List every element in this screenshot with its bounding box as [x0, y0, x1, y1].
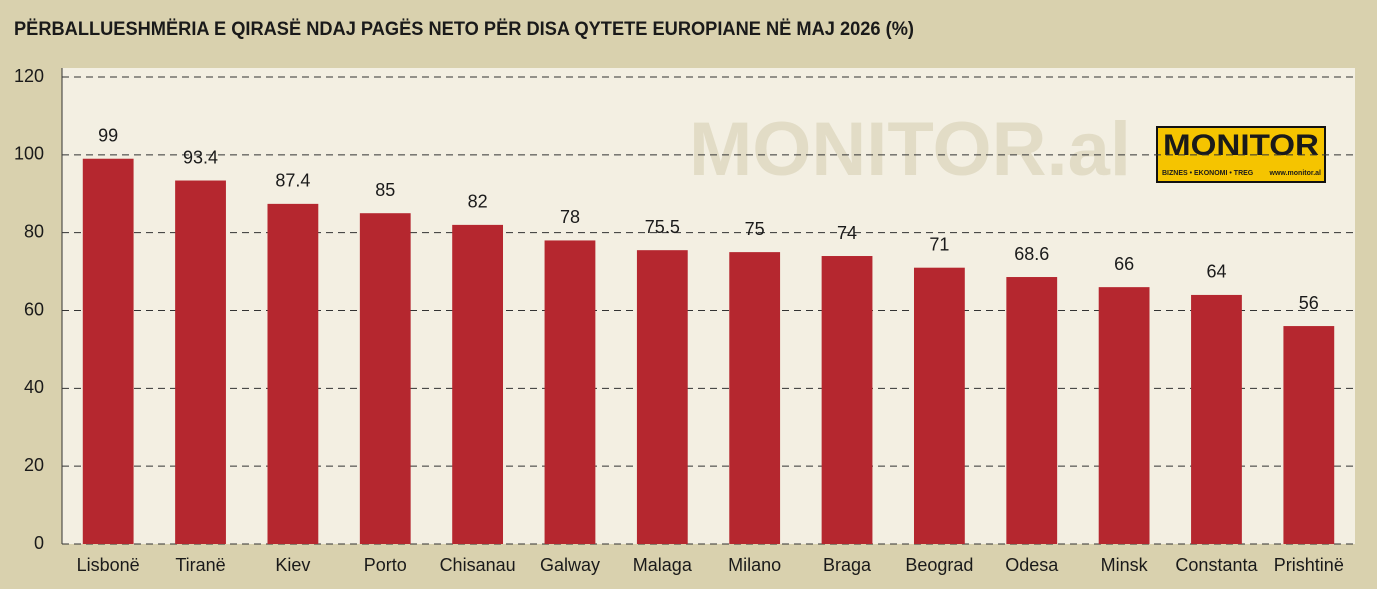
bar: [913, 267, 965, 544]
bar: [82, 158, 134, 544]
x-tick-label: Chisanau: [440, 555, 516, 575]
value-label: 74: [837, 223, 857, 243]
value-label: 64: [1206, 262, 1226, 282]
bar: [452, 224, 504, 544]
logo-url: www.monitor.al: [1269, 170, 1322, 177]
bar: [821, 256, 873, 544]
x-tick-label: Lisbonë: [77, 555, 140, 575]
x-tick-label: Constanta: [1175, 555, 1258, 575]
bar: [729, 252, 781, 544]
chart-title: PËRBALLUESHMËRIA E QIRASË NDAJ PAGËS NET…: [14, 19, 914, 40]
y-tick-label: 100: [14, 144, 44, 164]
logo-box: [1156, 126, 1326, 183]
bar: [359, 213, 411, 545]
y-tick-label: 60: [24, 299, 44, 319]
y-tick-label: 0: [34, 533, 44, 553]
logo-name: MONITOR: [1163, 129, 1319, 162]
value-label: 78: [560, 207, 580, 227]
y-tick-label: 20: [24, 455, 44, 475]
value-label: 85: [375, 180, 395, 200]
value-label: 75: [745, 219, 765, 239]
value-label: 99: [98, 125, 118, 145]
bar: [1006, 277, 1058, 544]
y-tick-label: 80: [24, 221, 44, 241]
value-label: 66: [1114, 254, 1134, 274]
x-tick-label: Galway: [540, 555, 600, 575]
value-label: 75.5: [645, 217, 680, 237]
bar: [544, 240, 596, 544]
bar: [1191, 294, 1242, 544]
bar: [1283, 326, 1335, 544]
bar: [636, 250, 688, 544]
watermark: MONITOR.al: [689, 107, 1131, 192]
x-tick-label: Malaga: [633, 555, 693, 575]
x-tick-label: Milano: [728, 555, 781, 575]
x-tick-label: Beograd: [905, 555, 973, 575]
bar: [175, 180, 226, 545]
logo-tagline: BIZNES • EKONOMI • TREG: [1162, 170, 1254, 177]
value-label: 68.6: [1014, 244, 1049, 264]
value-label: 56: [1299, 293, 1319, 313]
value-label: 93.4: [183, 147, 218, 167]
x-tick-label: Braga: [823, 555, 872, 575]
x-tick-label: Minsk: [1101, 555, 1149, 575]
x-tick-label: Prishtinë: [1274, 555, 1344, 575]
x-tick-label: Odesa: [1005, 555, 1059, 575]
x-tick-label: Tiranë: [175, 555, 225, 575]
value-label: 82: [468, 192, 488, 212]
value-label: 71: [929, 234, 949, 254]
logo: MONITOR BIZNES • EKONOMI • TREG www.moni…: [1156, 126, 1326, 183]
y-tick-label: 40: [24, 377, 44, 397]
x-tick-label: Porto: [364, 555, 407, 575]
x-tick-label: Kiev: [275, 555, 310, 575]
bar: [1098, 287, 1150, 544]
value-label: 87.4: [275, 171, 310, 191]
y-tick-label: 120: [14, 66, 44, 86]
bar: [267, 203, 319, 544]
